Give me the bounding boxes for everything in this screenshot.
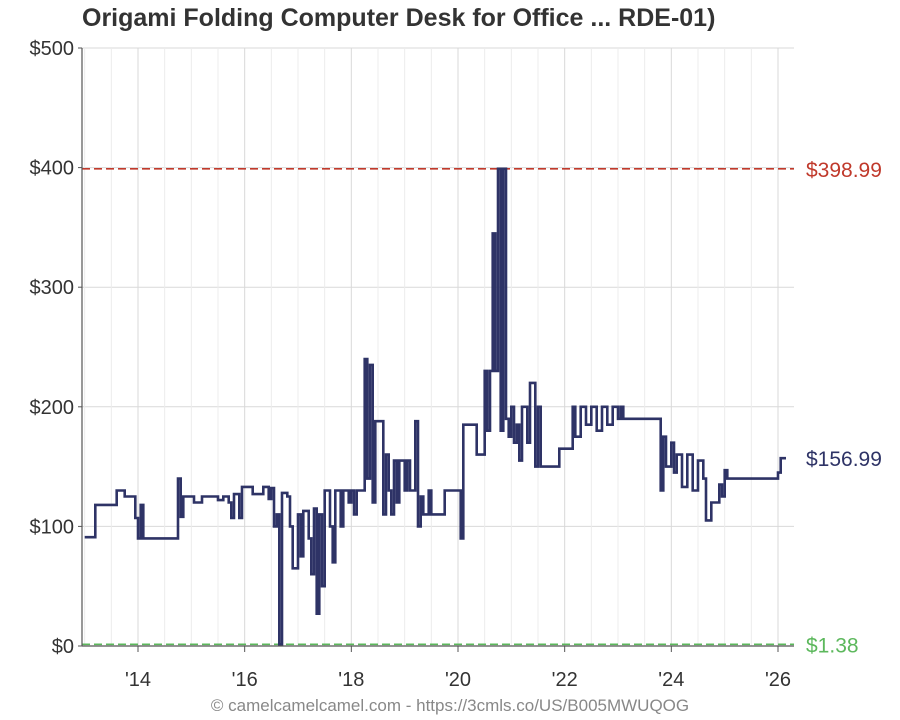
reference-label: $1.38	[806, 634, 859, 657]
x-tick-label: '20	[445, 669, 471, 691]
chart-title: Origami Folding Computer Desk for Office…	[82, 4, 716, 32]
y-tick-label: $300	[30, 277, 75, 299]
y-axis-ticks: $0 $100 $200 $300 $400 $500	[30, 38, 82, 658]
x-tick-label: '18	[338, 669, 364, 691]
y-tick-label: $100	[30, 516, 75, 538]
y-tick-label: $0	[52, 636, 74, 658]
reference-label: $398.99	[806, 159, 882, 182]
axes	[81, 48, 794, 647]
grid	[82, 47, 794, 647]
price-series	[84, 167, 786, 646]
x-tick-label: '26	[765, 669, 791, 691]
price-line	[84, 167, 786, 646]
x-tick-label: '22	[552, 669, 578, 691]
reference-lines	[82, 168, 794, 646]
current-price-label: $156.99	[806, 448, 882, 471]
x-tick-label: '14	[125, 669, 151, 691]
x-axis-ticks: '14 '16 '18 '20 '22 '24 '26	[125, 646, 791, 691]
y-tick-label: $400	[30, 158, 75, 180]
x-tick-label: '16	[232, 669, 258, 691]
y-tick-label: $200	[30, 397, 75, 419]
reference-labels: $398.99 $1.38 $156.99	[806, 159, 882, 658]
footer-credit: © camelcamelcamel.com - https://3cmls.co…	[210, 696, 690, 715]
y-tick-label: $500	[30, 38, 75, 60]
x-tick-label: '24	[658, 669, 684, 691]
